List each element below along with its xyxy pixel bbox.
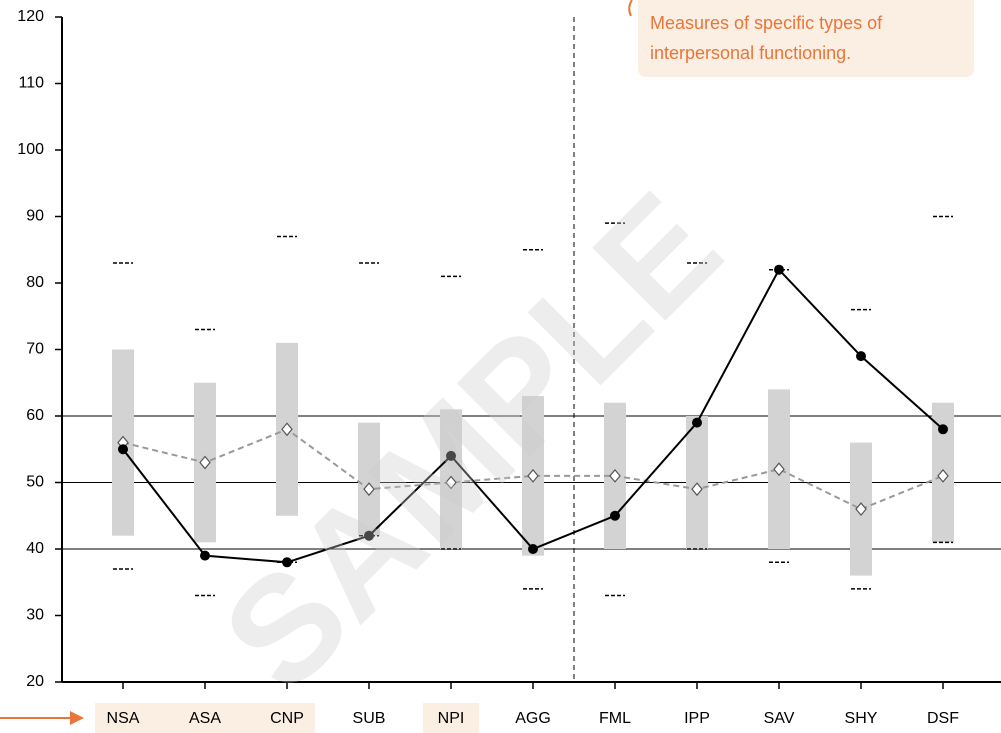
x-tick-label: IPP — [684, 710, 710, 727]
y-tick-label: 90 — [26, 208, 44, 225]
mean-point — [855, 502, 867, 517]
score-point — [118, 444, 128, 455]
score-point — [200, 550, 210, 561]
y-tick-label: 30 — [26, 607, 44, 624]
x-tick-label: NSA — [107, 710, 140, 727]
y-tick-label: 40 — [26, 540, 44, 557]
range-bar — [358, 422, 380, 536]
watermark: SAMPLE — [191, 161, 752, 722]
category-highlight — [95, 703, 315, 733]
pointer-arrowhead — [70, 711, 84, 725]
y-tick-label: 60 — [26, 407, 44, 424]
score-point — [528, 544, 538, 554]
score-point — [446, 450, 456, 461]
x-tick-label: NPI — [438, 710, 465, 727]
plot-layer: 20 30 40 50 60 70 80 90 100 110 120 NSA ASA CNP SUB NPI… — [17, 8, 1001, 727]
mean-point — [773, 462, 785, 477]
y-tick-label: 20 — [26, 673, 44, 690]
score-point — [282, 557, 292, 568]
mean-point — [363, 482, 375, 497]
y-tick-label: 70 — [26, 341, 44, 358]
y-tick-label: 80 — [26, 274, 44, 291]
mean-point — [937, 468, 949, 483]
mean-point — [691, 482, 703, 497]
score-point — [938, 424, 948, 435]
mean-point — [527, 468, 539, 483]
score-point — [856, 351, 866, 362]
y-tick-label: 120 — [17, 8, 44, 25]
score-point — [692, 417, 702, 428]
x-tick-label: CNP — [270, 710, 304, 727]
mean-point — [609, 468, 621, 483]
annotation-line: Measures of specific types of — [650, 13, 883, 33]
annotation-bracket — [628, 0, 633, 17]
series-line — [122, 428, 944, 511]
x-tick-label: SAV — [764, 710, 795, 727]
score-point — [364, 530, 374, 541]
x-tick-label: ASA — [189, 710, 221, 727]
mean-point — [445, 475, 457, 490]
x-tick-label: FML — [599, 710, 631, 727]
y-tick-label: 100 — [17, 141, 44, 158]
category-highlight — [423, 703, 479, 733]
annotation-box — [638, 0, 974, 77]
y-tick-label: 50 — [26, 474, 44, 491]
x-tick-label: SUB — [353, 710, 386, 727]
score-point — [774, 264, 784, 275]
mean-point — [281, 422, 293, 437]
x-tick-label: SHY — [845, 710, 878, 727]
annotation-line: interpersonal functioning. — [650, 43, 851, 63]
x-tick-label: AGG — [515, 710, 551, 727]
mean-point — [199, 455, 211, 470]
y-tick-label: 110 — [18, 75, 44, 92]
score-point — [610, 510, 620, 521]
x-tick-label: DSF — [927, 710, 959, 727]
